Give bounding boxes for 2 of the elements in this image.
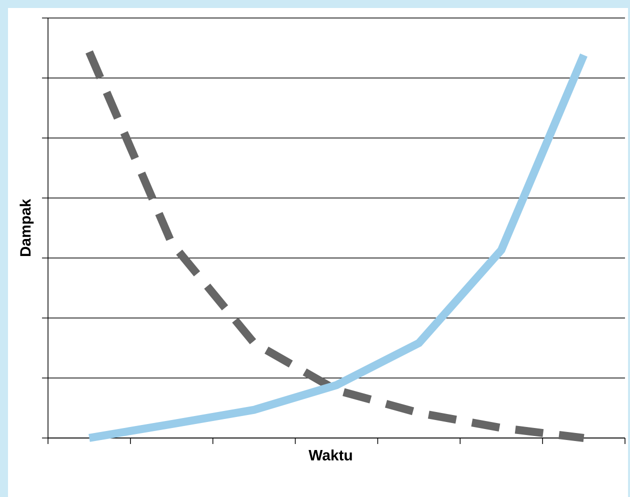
- y-axis-title: Dampak: [20, 198, 34, 256]
- x-axis-title: Waktu: [308, 450, 352, 460]
